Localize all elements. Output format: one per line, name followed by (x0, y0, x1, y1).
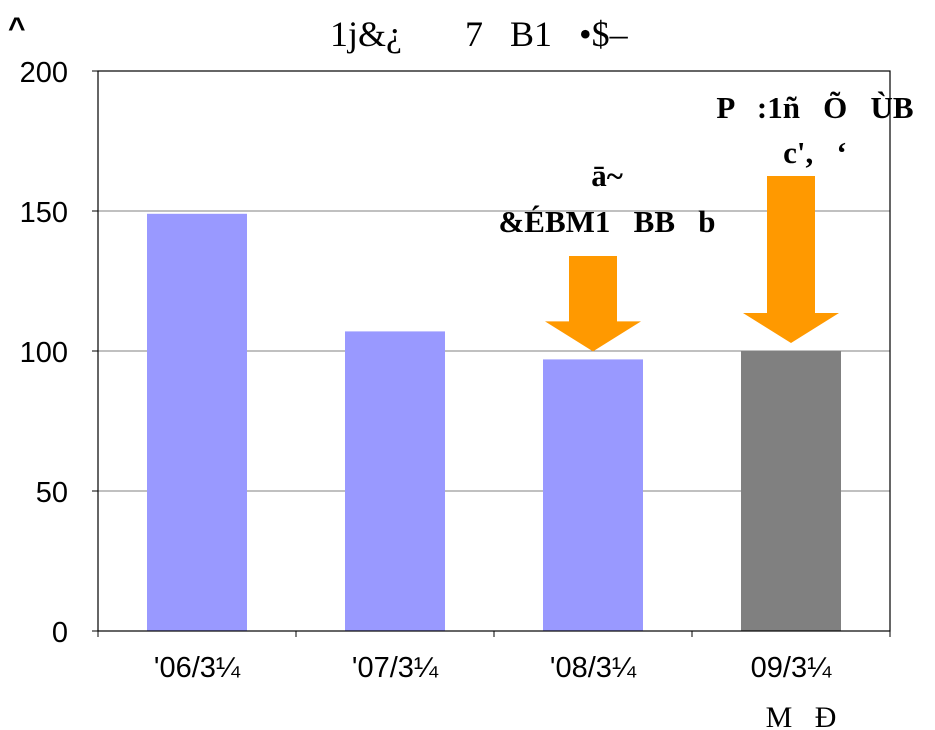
x-tick-labels: '06/3¼ '07/3¼ '08/3¼ 09/3¼ M Ð (154, 652, 837, 730)
y-tick-label: 100 (20, 337, 68, 369)
annotation-text: &ÉBM1 BB b (498, 204, 715, 239)
x-tick-label: '07/3¼ (352, 652, 439, 684)
annotation-text: ā~ (591, 158, 623, 193)
chart-title: 1j&¿ 7 B1 •$– (330, 14, 629, 54)
x-tick-sublabel: M Ð (766, 701, 837, 730)
annotation-arrow (743, 176, 839, 343)
y-tick-label: 200 (20, 57, 68, 89)
x-tick-label: '08/3¼ (550, 652, 637, 684)
corner-mark: ^ (8, 12, 26, 45)
axes (92, 70, 891, 637)
bar (543, 359, 643, 631)
y-tick-labels: 0 50 100 150 200 (20, 57, 68, 649)
bars (147, 213, 841, 632)
y-tick-label: 150 (20, 197, 68, 229)
annotations: ā~ &ÉBM1 BB b P :1ñ Õ ÙB c', ‘ (498, 90, 914, 352)
annotation-text: c', ‘ (783, 135, 847, 170)
y-tick-label: 0 (52, 617, 68, 649)
bar (741, 351, 841, 631)
bar (147, 213, 247, 632)
annotation-text: P :1ñ Õ ÙB (716, 90, 913, 125)
x-tick-label: '06/3¼ (154, 652, 241, 684)
y-tick-label: 50 (36, 477, 68, 509)
bar (345, 331, 445, 631)
x-tick-label: 09/3¼ (751, 652, 832, 684)
annotation-arrow (545, 256, 641, 352)
